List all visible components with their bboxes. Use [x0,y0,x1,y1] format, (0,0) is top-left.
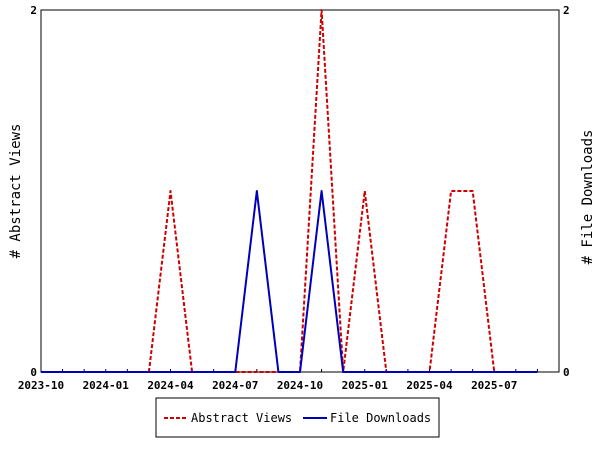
legend-label-file-downloads: File Downloads [330,411,431,425]
x-tick-label: 2024-01 [83,379,130,392]
plot-area [40,9,560,373]
legend-box [155,397,440,438]
left-y-tick-label: 2 [30,4,37,17]
series-line-abstract-views [41,9,538,373]
x-tick-label: 2025-07 [471,379,517,392]
right-axis-title: # File Downloads [580,130,596,265]
x-tick-label: 2024-07 [212,379,258,392]
legend-label-abstract-views: Abstract Views [191,411,292,425]
series-line-file-downloads [41,190,538,373]
left-axis-title: # Abstract Views [8,124,24,259]
right-y-tick-label: 0 [563,366,570,379]
x-tick-label: 2024-04 [147,379,194,392]
x-tick-label: 2023-10 [18,379,64,392]
left-y-tick-label: 0 [30,366,37,379]
x-tick-label: 2025-01 [342,379,389,392]
series-layer [41,9,538,373]
legend: Abstract Views File Downloads [155,397,440,438]
y-axis-ticks: 0 2 0 2 [30,4,569,379]
x-tick-label: 2025-04 [406,379,453,392]
right-y-tick-label: 2 [563,4,570,17]
x-tick-label: 2024-10 [277,379,323,392]
